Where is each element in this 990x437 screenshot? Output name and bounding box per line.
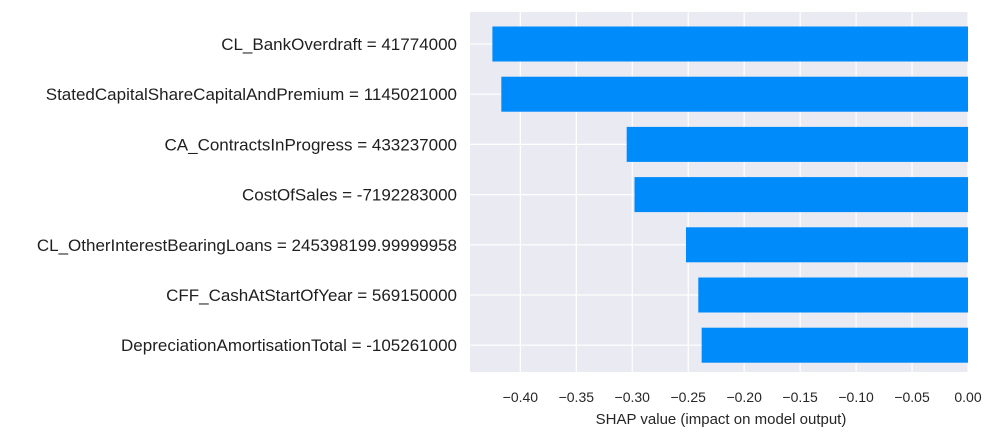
category-label: CostOfSales = -7192283000: [242, 186, 457, 205]
bar: [634, 177, 968, 213]
category-label: StatedCapitalShareCapitalAndPremium = 11…: [46, 85, 457, 104]
x-tick-label: −0.35: [559, 389, 595, 405]
x-tick-label: 0.00: [954, 389, 981, 405]
bar: [701, 327, 968, 363]
bar: [626, 126, 968, 162]
x-tick-label: −0.20: [726, 389, 762, 405]
x-axis-title: SHAP value (impact on model output): [596, 411, 847, 428]
x-tick-label: −0.40: [503, 389, 539, 405]
category-label: CFF_CashAtStartOfYear = 569150000: [166, 286, 457, 305]
x-tick-label: −0.10: [838, 389, 874, 405]
bar: [698, 277, 968, 313]
bar: [685, 227, 968, 263]
category-label: CL_BankOverdraft = 41774000: [221, 35, 457, 54]
bar: [501, 76, 968, 112]
x-tick-label: −0.25: [671, 389, 707, 405]
category-label: CA_ContractsInProgress = 433237000: [165, 135, 458, 154]
x-tick-label: −0.30: [615, 389, 651, 405]
category-label: DepreciationAmortisationTotal = -1052610…: [121, 336, 457, 355]
category-label: CL_OtherInterestBearingLoans = 245398199…: [37, 236, 457, 255]
x-tick-label: −0.05: [894, 389, 930, 405]
bars: [492, 26, 968, 363]
x-tick-labels: −0.40 −0.35 −0.30 −0.25 −0.20 −0.15 −0.10 −0.05…: [503, 389, 982, 405]
x-tick-label: −0.15: [782, 389, 818, 405]
bar: [492, 26, 968, 62]
category-labels: CL_BankOverdraft = 41774000 StatedCapital…: [37, 35, 457, 355]
